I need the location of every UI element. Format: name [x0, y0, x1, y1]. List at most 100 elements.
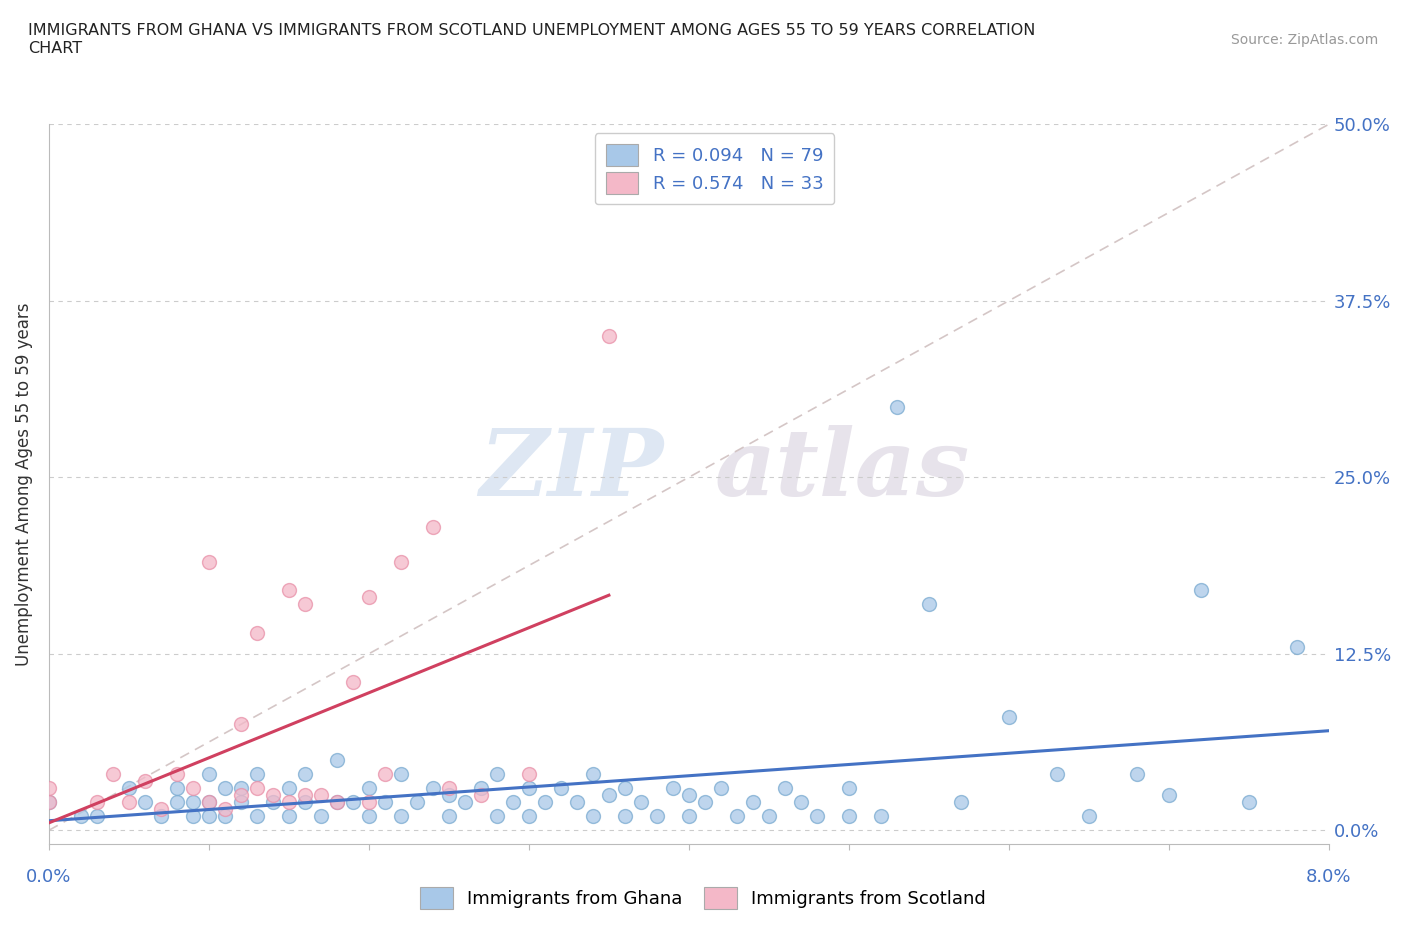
Point [886, 399, 908, 414]
Point [1237, 794, 1260, 809]
Point [949, 794, 972, 809]
Point [214, 809, 236, 824]
Point [838, 780, 860, 795]
Point [437, 780, 460, 795]
Text: ZIP: ZIP [479, 425, 664, 515]
Point [118, 780, 141, 795]
Point [582, 766, 605, 781]
Point [806, 809, 828, 824]
Point [166, 766, 188, 781]
Point [309, 809, 332, 824]
Point [357, 780, 380, 795]
Text: Source: ZipAtlas.com: Source: ZipAtlas.com [1230, 33, 1378, 46]
Point [773, 780, 796, 795]
Point [181, 809, 204, 824]
Point [86, 809, 108, 824]
Point [437, 788, 460, 803]
Point [342, 794, 364, 809]
Point [229, 780, 252, 795]
Point [38, 794, 60, 809]
Point [181, 794, 204, 809]
Point [1126, 766, 1149, 781]
Point [838, 809, 860, 824]
Point [342, 674, 364, 689]
Point [1077, 809, 1099, 824]
Point [678, 809, 700, 824]
Point [454, 794, 477, 809]
Point [1189, 583, 1212, 598]
Point [357, 794, 380, 809]
Point [389, 809, 412, 824]
Point [565, 794, 588, 809]
Point [134, 794, 156, 809]
Point [662, 780, 685, 795]
Point [246, 766, 269, 781]
Point [741, 794, 763, 809]
Point [517, 780, 540, 795]
Point [246, 809, 269, 824]
Point [38, 780, 60, 795]
Point [149, 809, 172, 824]
Point [198, 554, 221, 569]
Point [502, 794, 524, 809]
Point [693, 794, 716, 809]
Point [725, 809, 748, 824]
Point [38, 794, 60, 809]
Point [166, 780, 188, 795]
Point [550, 780, 572, 795]
Point [278, 794, 301, 809]
Point [198, 794, 221, 809]
Point [262, 794, 284, 809]
Point [710, 780, 733, 795]
Legend: R = 0.094   N = 79, R = 0.574   N = 33: R = 0.094 N = 79, R = 0.574 N = 33 [595, 133, 834, 205]
Point [422, 780, 444, 795]
Point [166, 794, 188, 809]
Point [86, 794, 108, 809]
Text: atlas: atlas [714, 425, 970, 515]
Point [229, 717, 252, 732]
Point [630, 794, 652, 809]
Point [326, 794, 349, 809]
Point [294, 794, 316, 809]
Point [790, 794, 813, 809]
Point [294, 788, 316, 803]
Point [470, 788, 492, 803]
Point [517, 809, 540, 824]
Point [869, 809, 891, 824]
Point [422, 519, 444, 534]
Point [1157, 788, 1180, 803]
Text: 0.0%: 0.0% [27, 868, 72, 885]
Point [198, 809, 221, 824]
Point [278, 809, 301, 824]
Text: 8.0%: 8.0% [1306, 868, 1351, 885]
Point [485, 766, 508, 781]
Point [918, 597, 941, 612]
Point [229, 794, 252, 809]
Point [118, 794, 141, 809]
Point [534, 794, 557, 809]
Point [294, 597, 316, 612]
Point [229, 788, 252, 803]
Point [1046, 766, 1069, 781]
Point [613, 809, 636, 824]
Point [678, 788, 700, 803]
Point [598, 788, 620, 803]
Point [374, 766, 396, 781]
Point [758, 809, 780, 824]
Point [198, 766, 221, 781]
Point [278, 780, 301, 795]
Point [357, 809, 380, 824]
Point [134, 774, 156, 789]
Point [645, 809, 668, 824]
Point [198, 794, 221, 809]
Point [357, 590, 380, 604]
Point [181, 780, 204, 795]
Point [278, 583, 301, 598]
Text: IMMIGRANTS FROM GHANA VS IMMIGRANTS FROM SCOTLAND UNEMPLOYMENT AMONG AGES 55 TO : IMMIGRANTS FROM GHANA VS IMMIGRANTS FROM… [28, 23, 1035, 56]
Point [214, 780, 236, 795]
Point [582, 809, 605, 824]
Point [374, 794, 396, 809]
Legend: Immigrants from Ghana, Immigrants from Scotland: Immigrants from Ghana, Immigrants from S… [413, 880, 993, 916]
Point [1285, 639, 1308, 654]
Point [246, 625, 269, 640]
